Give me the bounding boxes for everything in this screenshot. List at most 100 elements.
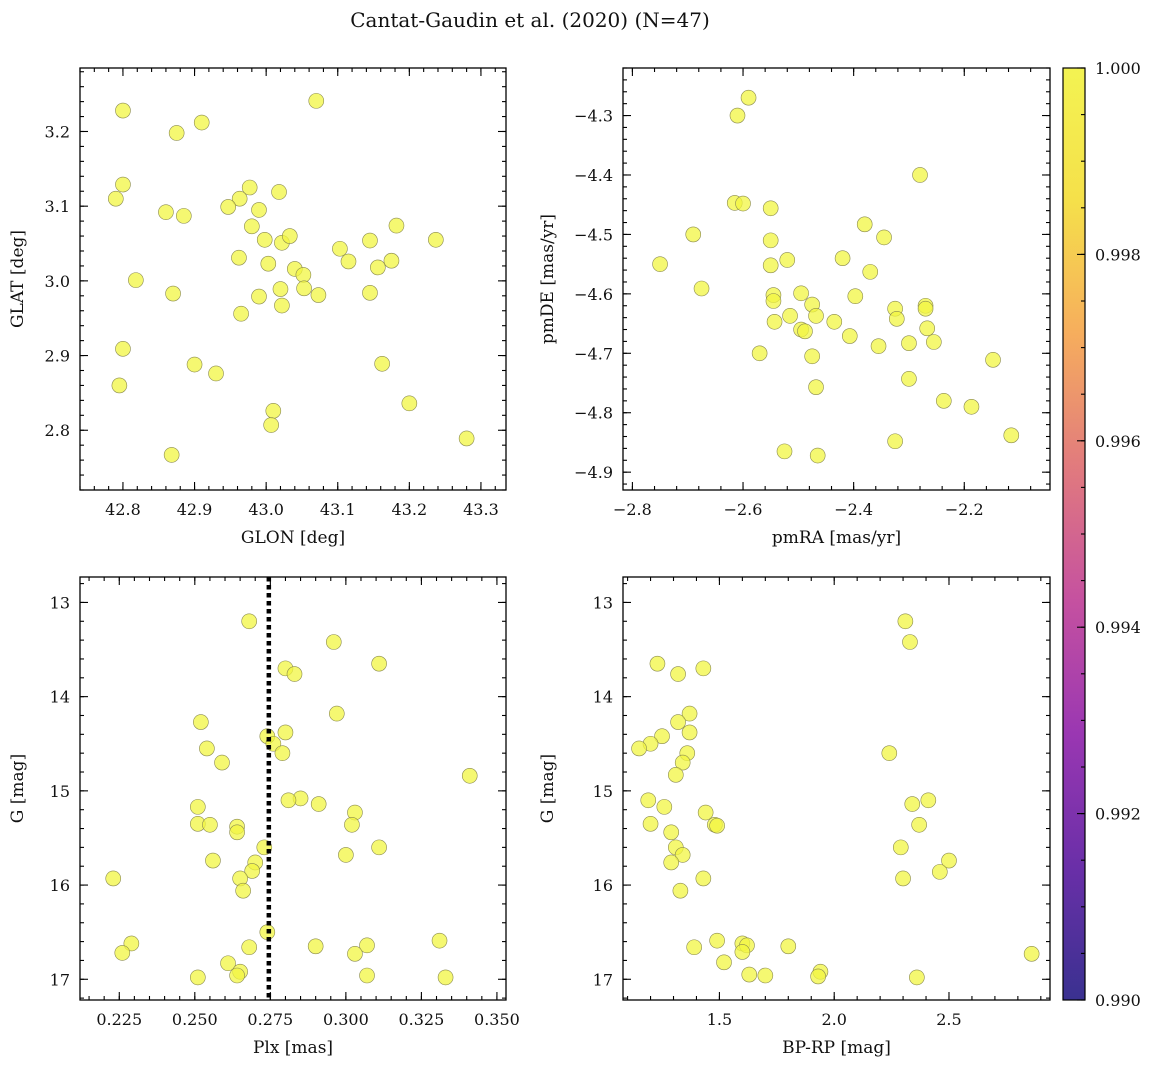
data-point bbox=[325, 634, 342, 650]
data-point bbox=[193, 714, 209, 730]
data-point bbox=[810, 968, 826, 985]
data-point bbox=[741, 966, 758, 983]
data-point bbox=[686, 939, 702, 956]
data-point bbox=[735, 195, 751, 212]
panel-color-magnitude: 1.5 2.0 2.5 13 14 15 16 17 BP-RP [mag] G [mag] bbox=[538, 576, 1051, 1058]
data-point bbox=[804, 348, 820, 365]
data-point bbox=[370, 259, 386, 276]
colorbar-tick-label: 0.992 bbox=[1095, 805, 1141, 824]
y-tick-label: −4.7 bbox=[574, 344, 613, 363]
data-point bbox=[932, 864, 948, 880]
data-point bbox=[917, 300, 934, 317]
data-point bbox=[235, 882, 251, 899]
data-point bbox=[115, 102, 131, 119]
data-point bbox=[310, 796, 327, 812]
data-point bbox=[111, 377, 128, 394]
data-point bbox=[115, 341, 131, 357]
data-point bbox=[280, 792, 297, 809]
data-point bbox=[649, 655, 666, 672]
data-point bbox=[176, 208, 192, 224]
data-point bbox=[697, 804, 714, 821]
data-point bbox=[904, 796, 921, 812]
data-point bbox=[437, 969, 454, 986]
data-point bbox=[229, 967, 245, 984]
data-point bbox=[808, 308, 824, 324]
data-point bbox=[809, 447, 826, 464]
x-tick-label: 0.275 bbox=[247, 1010, 293, 1029]
data-point bbox=[199, 740, 215, 757]
x-axis-label: BP-RP [mag] bbox=[782, 1038, 891, 1058]
data-point bbox=[681, 705, 698, 722]
data-point bbox=[168, 125, 185, 141]
data-point bbox=[919, 320, 936, 337]
data-point bbox=[762, 200, 779, 217]
y-tick-label: 16 bbox=[50, 876, 70, 895]
panel-proper-motion: −2.8 −2.6 −2.4 −2.2 −4.9 −4.8 −4.7 −4.6 −4.5 −4.4… bbox=[538, 67, 1051, 548]
data-point bbox=[765, 293, 782, 309]
data-point bbox=[892, 839, 909, 856]
panel-glon-glat: 42.8 42.9 43.0 43.1 43.2 43.3 2.8 2.9 3.0 3.1 3.2 G… bbox=[8, 67, 507, 548]
data-point bbox=[780, 938, 797, 955]
data-point bbox=[338, 847, 354, 863]
data-point bbox=[668, 767, 684, 783]
data-point bbox=[716, 954, 732, 971]
data-point bbox=[887, 433, 903, 450]
y-axis-label: G [mag] bbox=[538, 754, 558, 823]
data-point bbox=[286, 666, 303, 682]
data-point bbox=[652, 256, 668, 272]
y-axis-label: pmDE [mas/yr] bbox=[538, 214, 558, 344]
y-axis-label: GLAT [deg] bbox=[8, 230, 28, 328]
data-point bbox=[251, 202, 267, 218]
data-point bbox=[362, 232, 378, 249]
colorbar: 0.990 0.992 0.994 0.996 0.998 1.000 bbox=[1062, 59, 1141, 1010]
data-point bbox=[107, 190, 124, 207]
data-point bbox=[902, 634, 918, 650]
x-tick-label: 0.225 bbox=[96, 1010, 142, 1029]
data-point bbox=[271, 184, 287, 200]
data-point bbox=[231, 249, 247, 266]
data-point bbox=[941, 852, 957, 869]
data-point bbox=[231, 190, 248, 207]
y-tick-label: 14 bbox=[50, 688, 70, 707]
data-point bbox=[729, 107, 746, 124]
data-point bbox=[265, 403, 282, 419]
data-point bbox=[274, 297, 290, 314]
y-tick-label: 14 bbox=[593, 688, 613, 707]
data-point bbox=[428, 231, 444, 248]
data-point bbox=[656, 799, 673, 815]
data-point bbox=[260, 255, 277, 272]
data-point bbox=[340, 253, 357, 270]
data-point bbox=[383, 252, 400, 269]
data-point bbox=[751, 345, 768, 362]
x-axis-label: Plx [mas] bbox=[253, 1038, 333, 1058]
y-tick-label: −4.6 bbox=[574, 285, 613, 304]
x-tick-label: 43.0 bbox=[248, 500, 284, 519]
x-tick-label: −2.6 bbox=[724, 500, 763, 519]
y-axis-label: G [mag] bbox=[8, 754, 28, 823]
data-point bbox=[766, 313, 783, 330]
y-tick-label: 13 bbox=[593, 593, 613, 612]
data-point bbox=[834, 250, 851, 266]
colorbar-tick-label: 0.996 bbox=[1095, 432, 1141, 451]
data-point bbox=[458, 430, 475, 447]
data-point bbox=[881, 745, 898, 761]
data-point bbox=[105, 870, 122, 887]
data-point bbox=[926, 334, 942, 350]
data-point bbox=[895, 870, 911, 887]
data-point bbox=[362, 285, 378, 301]
data-point bbox=[190, 799, 206, 815]
x-tick-label: 0.250 bbox=[172, 1010, 218, 1029]
data-point bbox=[670, 666, 686, 682]
x-tick-label: 43.1 bbox=[320, 500, 356, 519]
data-point bbox=[208, 365, 224, 382]
x-tick-label: 2.5 bbox=[936, 1010, 961, 1029]
data-point bbox=[114, 945, 131, 961]
colorbar-tick-label: 0.994 bbox=[1095, 618, 1141, 637]
x-tick-label: 2.0 bbox=[821, 1010, 846, 1029]
y-tick-label: 17 bbox=[593, 970, 613, 989]
data-point bbox=[856, 216, 873, 233]
data-point bbox=[709, 817, 725, 834]
x-tick-label: −2.8 bbox=[613, 500, 652, 519]
axes-frame bbox=[622, 576, 1051, 1001]
data-point bbox=[776, 443, 793, 460]
